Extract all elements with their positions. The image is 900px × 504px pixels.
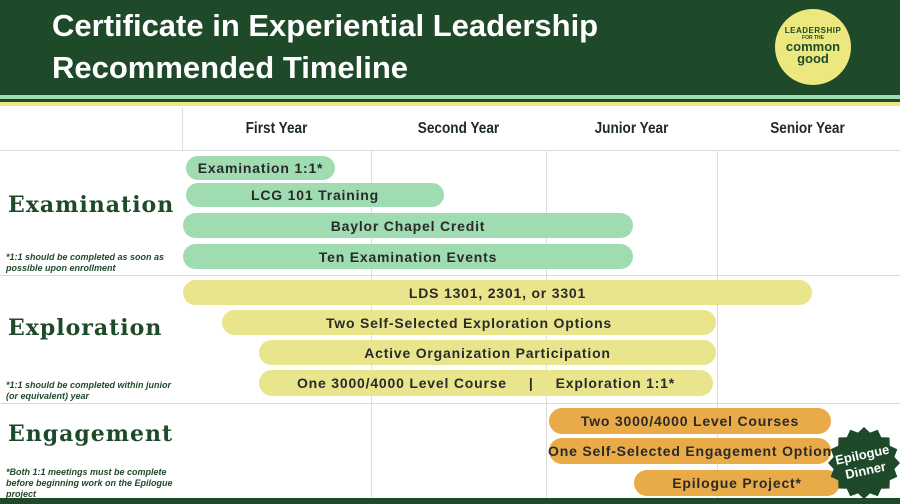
- bar-label: One 3000/4000 Level Course: [296, 375, 507, 391]
- bar-label: Two 3000/4000 Level Courses: [580, 413, 800, 429]
- badge: Epilogue Dinner: [828, 427, 900, 499]
- logo-text: FOR THE: [802, 35, 824, 41]
- column-header: Second Year: [417, 120, 500, 137]
- bar-label: Active Organization Participation: [364, 344, 611, 361]
- timeline-bar: Two Self-Selected Exploration Options: [222, 310, 716, 335]
- title: Recommended Timeline: [52, 50, 409, 85]
- section-note: *1:1 should be completed within junior (…: [6, 380, 172, 401]
- divider: [717, 150, 718, 498]
- bar-label: LCG 101 Training: [251, 187, 379, 203]
- timeline-bar: One Self-Selected Engagement Option: [548, 438, 832, 464]
- logo: LEADERSHIP FOR THE common good: [775, 9, 851, 85]
- stripe: [0, 102, 900, 106]
- section-name: Engagement: [8, 421, 174, 447]
- divider: [0, 403, 900, 404]
- section-note: *1:1 should be completed as soon as poss…: [6, 252, 165, 273]
- divider: [182, 108, 183, 150]
- stripe: [0, 99, 900, 102]
- timeline-bar: Ten Examination Events: [183, 244, 633, 269]
- timeline-bar: Epilogue Project*: [634, 470, 840, 496]
- section-note: *Both 1:1 meetings must be complete befo…: [6, 467, 173, 499]
- bar-label: Ten Examination Events: [318, 248, 498, 265]
- logo-text: common: [785, 39, 841, 54]
- badge-shape: [828, 427, 900, 499]
- bar-label: Examination 1:1*: [197, 160, 324, 176]
- bar-label: Exploration 1:1*: [555, 375, 676, 391]
- timeline-bar: Examination 1:1*: [186, 156, 335, 180]
- stripe: [0, 95, 900, 99]
- column-header: Senior Year: [770, 120, 845, 137]
- timeline-bar: LCG 101 Training: [186, 183, 444, 207]
- section-name: Examination: [8, 192, 175, 218]
- divider: [0, 275, 900, 276]
- bar-label: Two Self-Selected Exploration Options: [325, 314, 613, 331]
- timeline-bar: Baylor Chapel Credit: [183, 213, 633, 238]
- divider: [0, 150, 900, 151]
- logo-text: good: [797, 51, 829, 66]
- bar-label: One Self-Selected Engagement Option: [548, 443, 832, 459]
- column-header: First Year: [245, 120, 308, 137]
- logo-text: LEADERSHIP: [784, 26, 842, 35]
- title: Certificate in Experiential Leadership: [52, 8, 599, 43]
- footer-bar: [0, 498, 900, 504]
- timeline-bar: LDS 1301, 2301, or 3301: [183, 280, 812, 305]
- header: [0, 0, 900, 95]
- bar-label: |: [528, 375, 534, 391]
- bar-label: LDS 1301, 2301, or 3301: [408, 284, 587, 301]
- bar-label: Epilogue Project*: [672, 475, 802, 491]
- timeline-bar: Two 3000/4000 Level Courses: [549, 408, 831, 434]
- bar-label: Baylor Chapel Credit: [330, 217, 486, 234]
- timeline-bar: Active Organization Participation: [259, 340, 716, 365]
- timeline-bar: One 3000/4000 Level Course | Exploration 1…: [259, 370, 713, 396]
- column-header: Junior Year: [594, 120, 669, 137]
- section-name: Exploration: [8, 315, 163, 341]
